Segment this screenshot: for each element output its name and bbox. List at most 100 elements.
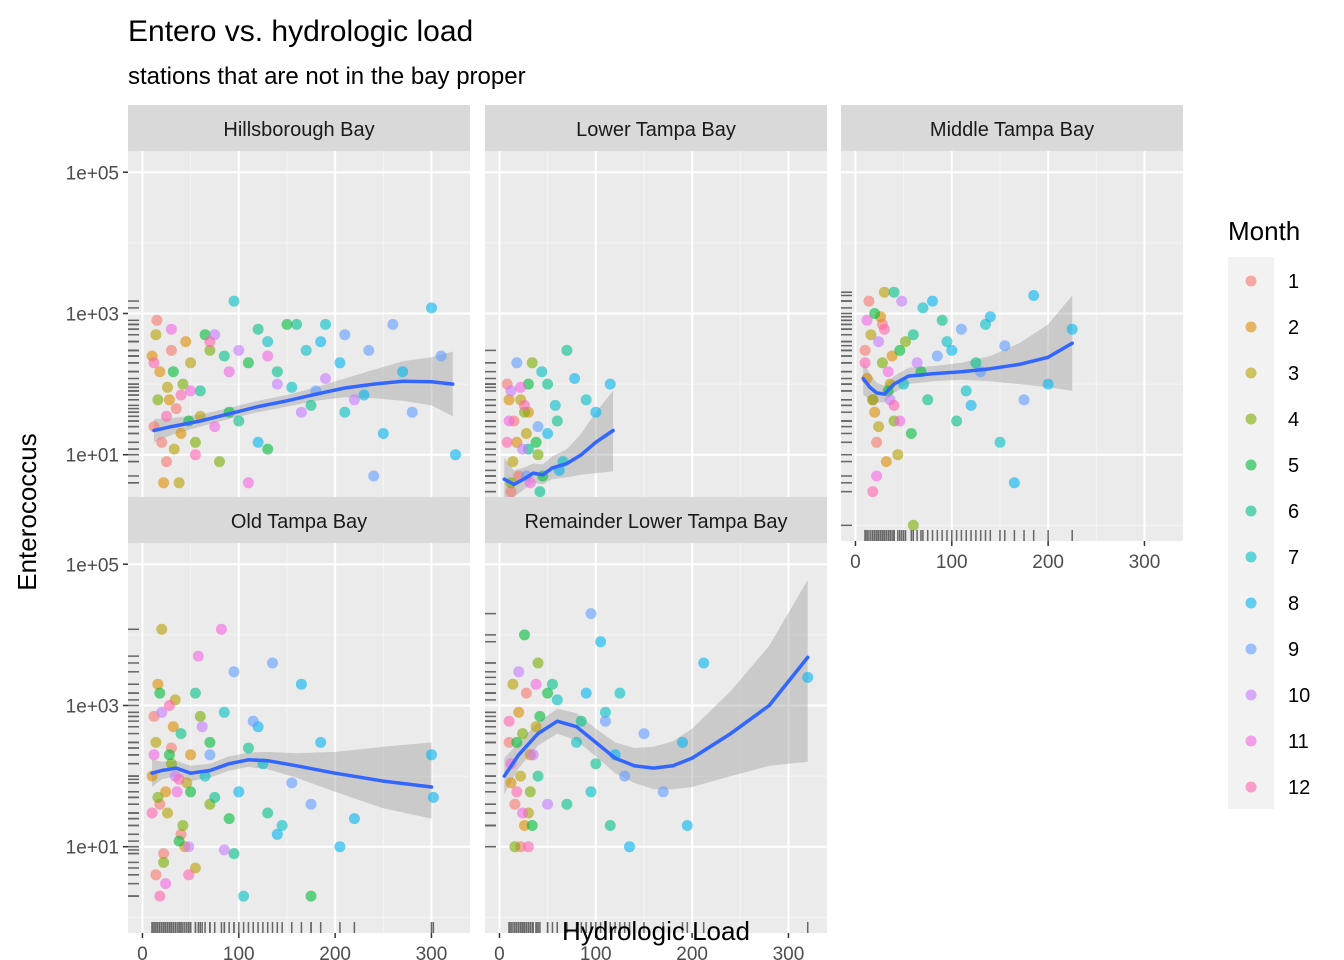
data-point xyxy=(175,428,187,439)
data-point xyxy=(638,728,650,740)
data-point xyxy=(886,350,898,362)
x-tick-label: 300 xyxy=(416,944,448,960)
data-point xyxy=(215,623,227,635)
data-point xyxy=(882,366,894,378)
facet-panels: Hillsborough Bay 1e+01 1e+03 1e+05 Lower Tam… xyxy=(66,105,1183,960)
legend-key-background xyxy=(1228,257,1274,809)
data-point xyxy=(204,344,216,356)
data-point xyxy=(435,350,447,362)
data-point xyxy=(426,749,437,761)
data-point xyxy=(896,295,908,307)
data-point xyxy=(604,820,616,831)
smooth-line xyxy=(150,758,434,789)
data-point xyxy=(156,623,168,635)
data-point xyxy=(907,519,919,531)
data-point xyxy=(532,449,544,461)
data-point xyxy=(941,336,953,348)
data-point xyxy=(509,841,521,853)
data-point xyxy=(218,706,230,718)
data-point xyxy=(154,687,166,699)
data-point xyxy=(262,443,274,455)
data-point xyxy=(397,366,409,378)
data-point xyxy=(358,389,370,401)
data-point xyxy=(542,798,554,810)
facet-strip xyxy=(128,497,470,543)
data-point xyxy=(271,366,283,378)
data-point xyxy=(604,378,616,390)
data-point xyxy=(677,736,688,748)
facet-panel: Remainder Lower Tampa Bay 0 100 200 300 xyxy=(485,497,827,960)
smooth-line xyxy=(502,655,810,778)
data-point xyxy=(204,336,216,348)
data-point xyxy=(194,385,206,397)
data-point xyxy=(368,470,380,482)
data-point xyxy=(571,736,582,748)
data-point xyxy=(450,449,461,461)
data-point xyxy=(542,428,554,439)
data-point xyxy=(154,366,166,378)
data-point xyxy=(173,835,185,847)
data-point xyxy=(348,394,360,406)
legend-label: 10 xyxy=(1288,685,1310,707)
data-point xyxy=(681,820,693,831)
data-point xyxy=(505,777,517,789)
data-point xyxy=(519,629,530,641)
data-point xyxy=(524,477,536,489)
data-point xyxy=(561,344,573,356)
data-point xyxy=(960,385,972,397)
data-point xyxy=(532,657,544,669)
data-point xyxy=(515,770,527,782)
data-point xyxy=(163,394,175,406)
legend-label: 8 xyxy=(1288,593,1299,615)
legend-key xyxy=(1245,367,1257,379)
y-tick-label: 1e+05 xyxy=(66,555,119,576)
data-point xyxy=(522,841,534,853)
data-point xyxy=(209,791,221,803)
data-point xyxy=(150,869,162,881)
x-tick-label: 100 xyxy=(223,944,255,960)
data-point xyxy=(551,694,563,706)
data-point xyxy=(515,381,527,393)
data-point xyxy=(223,813,235,825)
data-point xyxy=(156,436,168,448)
data-point xyxy=(146,807,158,819)
legend-label: 12 xyxy=(1288,777,1310,799)
data-point xyxy=(291,318,303,330)
data-point xyxy=(524,786,536,798)
data-point xyxy=(175,389,187,401)
facet-strip-label: Hillsborough Bay xyxy=(223,119,374,141)
data-point xyxy=(917,302,929,314)
data-point xyxy=(619,770,631,782)
data-point xyxy=(247,715,259,727)
facet-panel: Old Tampa Bay 1e+01 1e+03 1e+05 0 100 200 300 xyxy=(66,497,470,960)
data-point xyxy=(873,421,885,433)
data-point xyxy=(339,406,351,418)
data-point xyxy=(218,350,230,362)
data-point xyxy=(189,862,201,874)
data-point xyxy=(534,486,546,498)
data-point xyxy=(599,715,611,727)
data-point xyxy=(295,678,307,690)
data-point xyxy=(511,357,523,369)
y-tick-label: 1e+03 xyxy=(66,304,119,325)
data-point xyxy=(334,357,346,369)
data-point xyxy=(377,428,389,439)
data-point xyxy=(218,844,230,856)
data-point xyxy=(271,828,283,840)
data-point xyxy=(911,357,923,369)
chart-subtitle: stations that are not in the bay proper xyxy=(128,63,526,90)
data-point xyxy=(177,378,189,390)
legend-label: 3 xyxy=(1288,363,1299,385)
data-point xyxy=(168,443,180,455)
data-point xyxy=(878,286,890,298)
x-tick-label: 300 xyxy=(773,944,805,960)
data-point xyxy=(863,295,875,307)
data-point xyxy=(406,406,418,418)
data-point xyxy=(1066,323,1078,335)
data-point xyxy=(363,344,375,356)
x-tick-label: 0 xyxy=(137,944,148,960)
data-point xyxy=(233,344,245,356)
data-point xyxy=(286,777,298,789)
data-point xyxy=(173,477,185,489)
data-point xyxy=(869,308,881,319)
